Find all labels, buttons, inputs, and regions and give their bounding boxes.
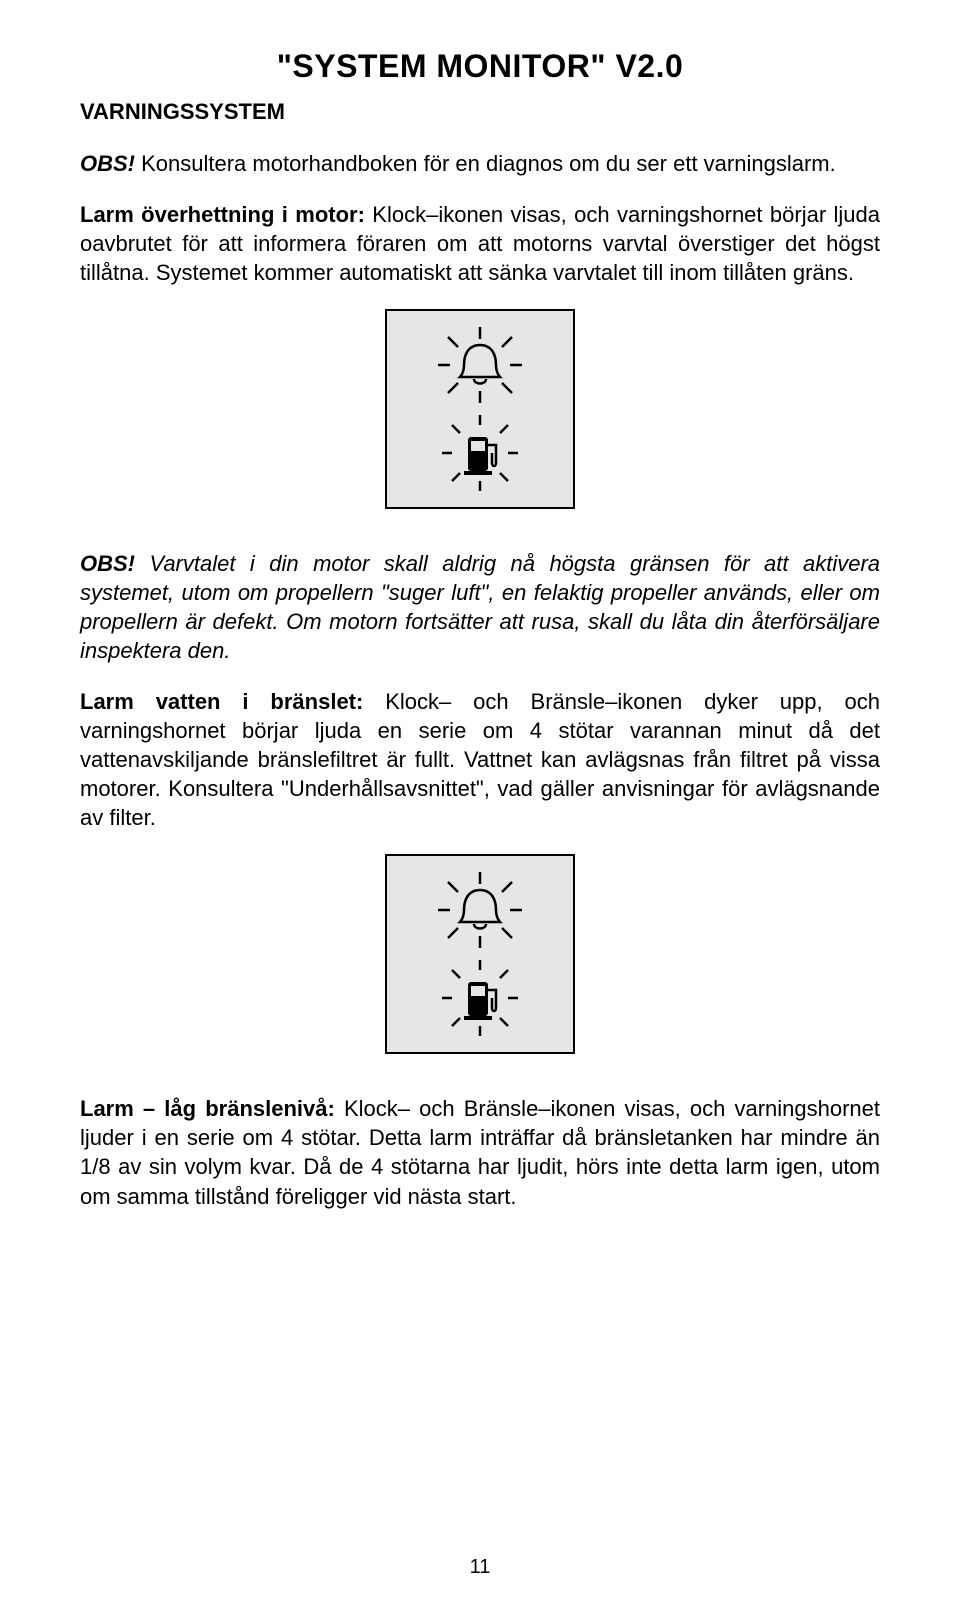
obs-label: OBS! xyxy=(80,151,135,176)
lowfuel-heading: Larm – låg bränslenivå: xyxy=(80,1096,335,1121)
section-label: VARNINGSSYSTEM xyxy=(80,99,880,125)
lowfuel-paragraph: Larm – låg bränslenivå: Klock– och Bräns… xyxy=(80,1094,880,1210)
intro-text: Konsultera motorhandboken för en diagnos… xyxy=(135,151,836,176)
figure-water xyxy=(80,854,880,1054)
water-heading: Larm vatten i bränslet: xyxy=(80,689,363,714)
fuel-pump-icon xyxy=(430,413,530,493)
water-paragraph: Larm vatten i bränslet: Klock– och Bräns… xyxy=(80,687,880,832)
figure-overheat xyxy=(80,309,880,509)
overheat-paragraph: Larm överhettning i motor: Klock–ikonen … xyxy=(80,200,880,287)
overheat-heading: Larm överhettning i motor: xyxy=(80,202,365,227)
page-number: 11 xyxy=(0,1556,960,1579)
intro-paragraph: OBS! Konsultera motorhandboken för en di… xyxy=(80,149,880,178)
bell-icon xyxy=(430,325,530,405)
note-text: Varvtalet i din motor skall aldrig nå hö… xyxy=(80,551,880,663)
icon-box xyxy=(385,854,575,1054)
icon-box xyxy=(385,309,575,509)
note-paragraph: OBS! Varvtalet i din motor skall aldrig … xyxy=(80,549,880,665)
bell-icon xyxy=(430,870,530,950)
note-obs-label: OBS! xyxy=(80,551,135,576)
fuel-pump-icon xyxy=(430,958,530,1038)
page-title: "SYSTEM MONITOR" V2.0 xyxy=(80,48,880,85)
